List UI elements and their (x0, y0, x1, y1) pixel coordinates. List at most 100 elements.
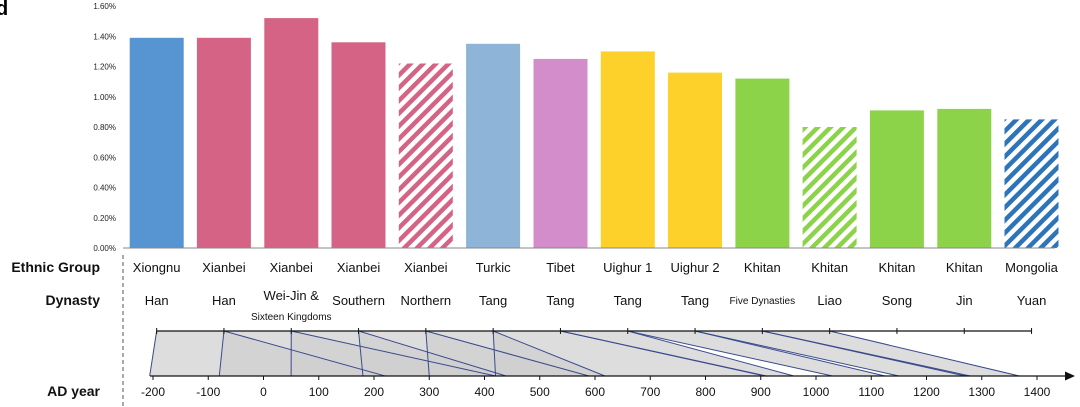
bar (264, 18, 319, 248)
period-start-connector (560, 330, 767, 377)
year-tick-label: 200 (364, 385, 384, 399)
ethnic-group-label: Xianbei (270, 260, 313, 275)
ethnic-group-label: Xianbei (202, 260, 245, 275)
bar (735, 78, 790, 248)
period-band (762, 331, 1020, 376)
y-tick-label: 0.20% (93, 214, 116, 223)
dynasty-label: Liao (817, 293, 842, 308)
year-tick-label: -200 (141, 385, 165, 399)
year-tick-label: 1000 (803, 385, 830, 399)
year-tick-label: 1400 (1024, 385, 1051, 399)
ethnic-group-label: Xiongnu (133, 260, 181, 275)
bar (331, 42, 386, 248)
y-tick-label: 1.40% (93, 32, 116, 41)
ethnic-group-labels: Xiongnu Xianbei Xianbei Xianbei Xianbei Turki… (133, 260, 1059, 275)
year-tick-label: 500 (530, 385, 550, 399)
dynasty-label: Han (212, 293, 236, 308)
ethnic-group-label: Khitan (744, 260, 781, 275)
period-start-connector (218, 330, 225, 377)
y-tick-label: 0.40% (93, 184, 116, 193)
period-end-connector (492, 330, 606, 377)
year-tick-label: 0 (260, 385, 267, 399)
dynasty-label: Five Dynasties (730, 296, 796, 307)
dynasty-label: Tang (681, 293, 709, 308)
period-start-connector (694, 330, 899, 377)
bar (196, 37, 251, 248)
y-tick-label: 1.00% (93, 93, 116, 102)
bar (600, 51, 655, 249)
dynasty-label: Song (882, 293, 912, 308)
period-start-connector (358, 330, 364, 377)
year-tick-label: 700 (640, 385, 660, 399)
bar (533, 58, 588, 249)
y-tick-label: 0.80% (93, 123, 116, 132)
period-end-connector (223, 330, 386, 377)
period-start-connector (762, 330, 966, 377)
panel-letter: d (0, 0, 8, 20)
dynasty-label: Wei-Jin & (264, 288, 320, 303)
y-axis: 0.00% 0.20% 0.40% 0.60% 0.80% 1.00% 1.20% 1.40%… (93, 2, 116, 253)
dynasty-label: Yuan (1017, 293, 1047, 308)
year-tick-label: 1100 (858, 385, 884, 399)
period-end-connector (627, 330, 795, 377)
y-tick-label: 1.20% (93, 63, 116, 72)
bar (1004, 119, 1059, 249)
dynasty-label: Southern (332, 293, 385, 308)
ethnic-group-label: Uighur 1 (603, 260, 652, 275)
ethnic-group-label: Mongolia (1005, 260, 1059, 275)
period-start-connector (149, 330, 158, 377)
year-tick-label: 800 (695, 385, 715, 399)
bar-series (129, 18, 1059, 249)
year-axis-arrowhead (1065, 371, 1075, 381)
dynasty-label: Han (145, 293, 169, 308)
period-band (560, 331, 794, 376)
year-tick-label: 100 (309, 385, 329, 399)
period-start-connector (627, 330, 833, 377)
year-tick-label: 600 (585, 385, 605, 399)
ethnic-group-label: Khitan (946, 260, 983, 275)
bar (937, 108, 992, 249)
y-tick-label: 0.60% (93, 153, 116, 162)
period-end-connector (425, 330, 590, 377)
ethnic-group-label: Tibet (546, 260, 575, 275)
year-tick-label: 400 (474, 385, 494, 399)
ethnic-group-label: Khitan (879, 260, 916, 275)
ethnic-group-label: Xianbei (404, 260, 447, 275)
dynasty-label: Tang (614, 293, 642, 308)
timeline: -200 -100 0 100 200 300 400 500 600 700 800 900 1000… (141, 328, 1075, 399)
bar (398, 63, 453, 248)
period-end-connector (829, 330, 1020, 377)
bar (869, 110, 924, 249)
period-band (493, 331, 765, 376)
bar (129, 37, 184, 248)
y-tick-label: 0.00% (93, 244, 116, 253)
ethnic-group-label: Khitan (811, 260, 848, 275)
year-tick-label: 1300 (968, 385, 995, 399)
ethnic-group-label: Turkic (476, 260, 511, 275)
bar (668, 72, 722, 248)
year-tick-label: 300 (419, 385, 439, 399)
period-end-connector (358, 330, 507, 377)
period-start-connector (425, 330, 430, 377)
dynasty-label: Jin (956, 293, 973, 308)
dynasty-label: Northern (401, 293, 452, 308)
bar (466, 43, 521, 248)
dynasty-label: Tang (479, 293, 507, 308)
period-start-connector (492, 330, 497, 377)
y-tick-label: 1.60% (93, 2, 116, 11)
period-band (695, 331, 971, 376)
ethnic-group-label: Xianbei (337, 260, 380, 275)
ethnic-group-row-label: Ethnic Group (11, 259, 100, 275)
year-tick-label: 900 (751, 385, 771, 399)
ad-year-row-label: AD year (47, 383, 100, 399)
period-band (627, 331, 886, 376)
year-tick-label: 1200 (913, 385, 940, 399)
dynasty-label-line2: Sixteen Kingdoms (251, 312, 332, 323)
bar (802, 127, 857, 248)
dynasty-row-label: Dynasty (46, 292, 101, 308)
dynasty-label: Tang (546, 293, 574, 308)
ethnic-group-label: Uighur 2 (670, 260, 719, 275)
period-end-connector (291, 330, 496, 377)
